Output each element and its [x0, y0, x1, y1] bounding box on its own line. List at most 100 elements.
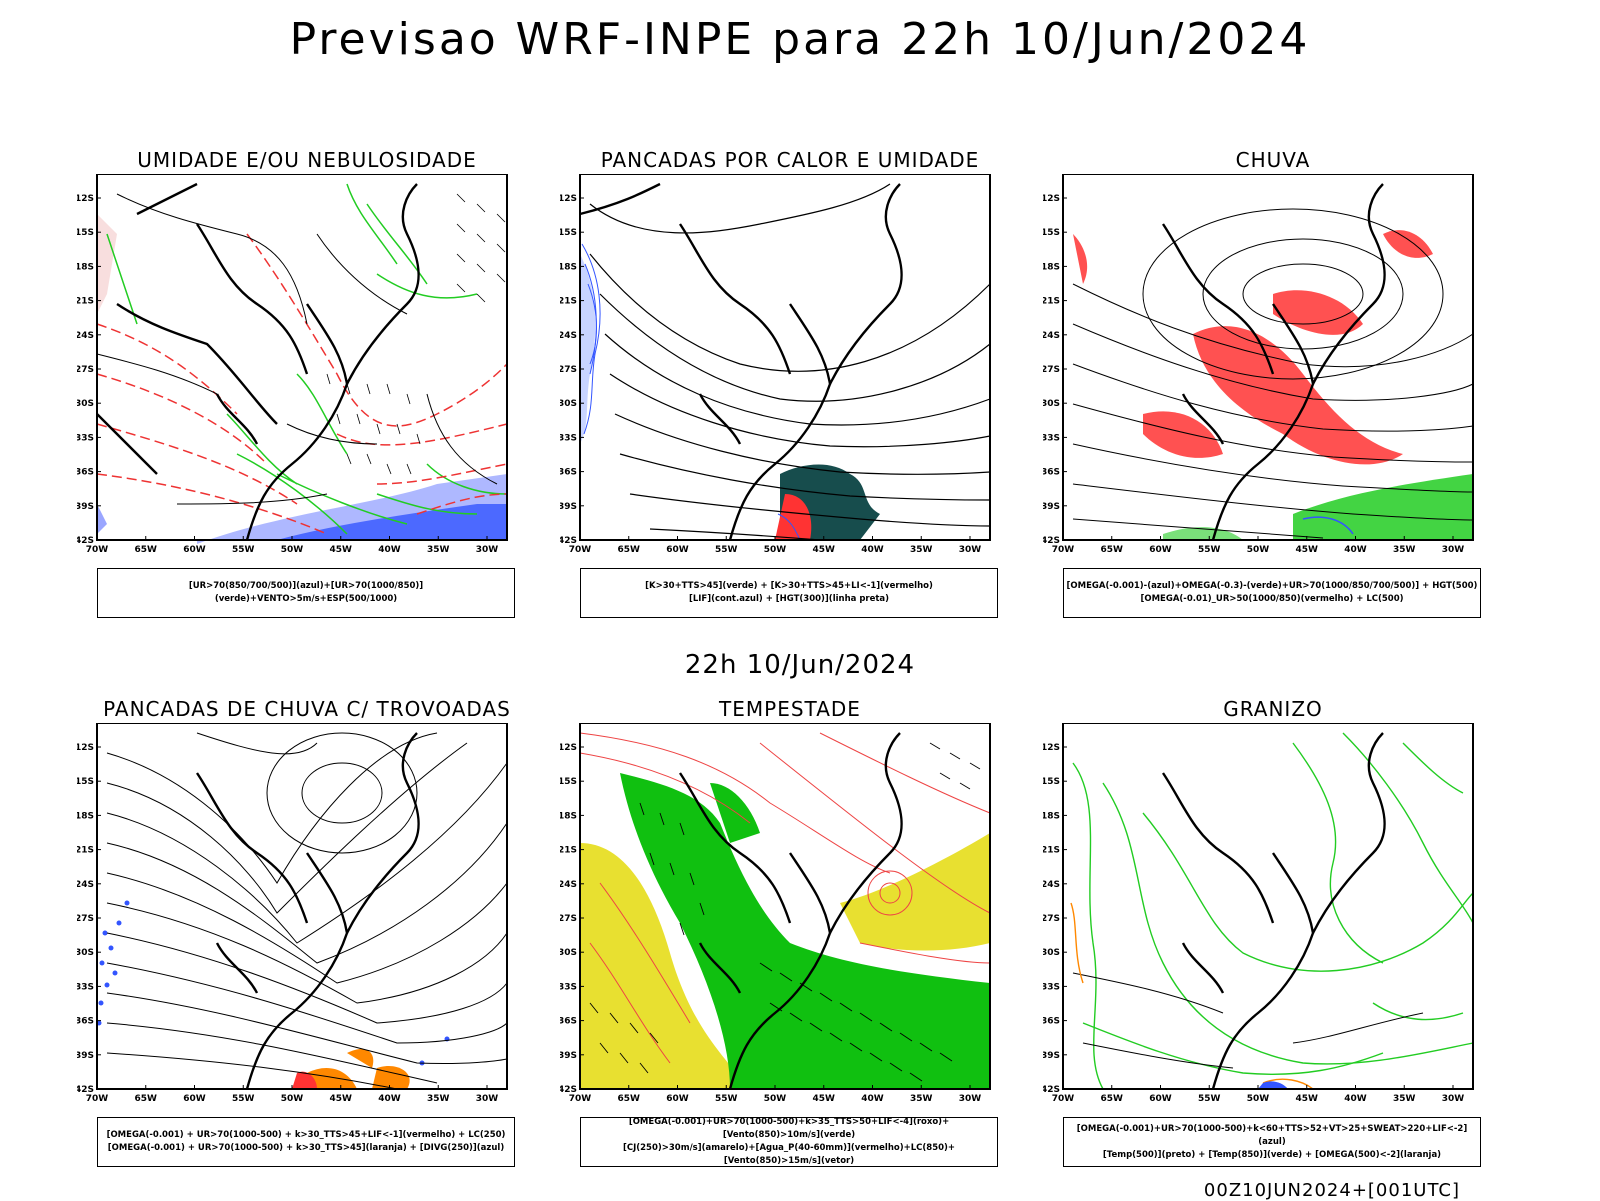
- lat-tick-label: 39S: [560, 1051, 577, 1061]
- legend-line: [CJ(250)>30m/s](amarelo)+[Agua_P(40-60mm…: [622, 1143, 956, 1166]
- lat-tick-label: 15S: [77, 777, 94, 787]
- lon-tick-label: 35W: [427, 1094, 450, 1104]
- lon-tick-label: 30W: [476, 545, 499, 555]
- lat-tick-label: 18S: [1043, 811, 1060, 821]
- panel-title: PANCADAS POR CALOR E UMIDADE: [600, 148, 980, 172]
- lat-labels: 12S 15S 18S 21S 24S 27S 30S 33S 36S 39S 42S: [1043, 194, 1067, 546]
- lat-labels: 12S 15S 18S 21S 24S 27S 30S 33S 36S 39S 42S: [1043, 743, 1067, 1095]
- legend-line: [OMEGA(-0.001)+UR>70(1000-500)+k>35_TTS>…: [628, 1117, 950, 1140]
- coastline: [196, 732, 420, 1090]
- lat-tick-label: 21S: [77, 297, 94, 307]
- map-frame: [96, 174, 508, 541]
- lon-tick-label: 50W: [764, 545, 787, 555]
- lat-tick-label: 42S: [560, 536, 577, 546]
- rain-fills: [1073, 230, 1433, 465]
- lat-tick-label: 33S: [77, 433, 94, 443]
- lat-tick-label: 42S: [77, 1085, 94, 1095]
- map-frame: [1062, 723, 1474, 1090]
- panel-legend: [OMEGA(-0.001)-(azul)+OMEGA(-0.3)-(verde…: [1063, 568, 1481, 618]
- panel-legend: [OMEGA(-0.001)+UR>70(1000-500)+k>35_TTS>…: [580, 1117, 998, 1167]
- lat-tick-label: 24S: [77, 331, 94, 341]
- lat-tick-label: 30S: [560, 399, 577, 409]
- lat-tick-label: 21S: [1043, 297, 1060, 307]
- jet-fills: [580, 833, 990, 1089]
- lon-tick-label: 35W: [910, 545, 933, 555]
- lon-tick-label: 30W: [1442, 545, 1465, 555]
- lon-tick-label: 30W: [1442, 1094, 1465, 1104]
- lat-tick-label: 15S: [1043, 228, 1060, 238]
- lat-labels: 12S 15S 18S 21S 24S 27S 30S 33S 36S 39S 42S: [77, 743, 101, 1095]
- lon-labels: 70W 65W 60W 55W 50W 45W 40W 35W 30W: [569, 1085, 982, 1104]
- lon-tick-label: 60W: [1149, 545, 1172, 555]
- lat-tick-label: 30S: [77, 399, 94, 409]
- lon-tick-label: 70W: [569, 1094, 592, 1104]
- lat-tick-label: 36S: [77, 1017, 94, 1027]
- lat-tick-label: 18S: [77, 262, 94, 272]
- middle-title: 22h 10/Jun/2024: [684, 650, 916, 680]
- lat-tick-label: 18S: [560, 811, 577, 821]
- lat-tick-label: 33S: [77, 982, 94, 992]
- lat-tick-label: 27S: [77, 914, 94, 924]
- lon-tick-label: 65W: [135, 545, 158, 555]
- lat-tick-label: 39S: [560, 502, 577, 512]
- lon-tick-label: 55W: [1198, 1094, 1221, 1104]
- map-pancadas-calor: 12S 15S 18S 21S 24S 27S 30S 33S 36S 39S 42S 70W 65W…: [560, 174, 991, 555]
- panel-legend: [OMEGA(-0.001) + UR>70(1000-500) + k>30_…: [97, 1117, 515, 1167]
- lon-tick-label: 60W: [1149, 1094, 1172, 1104]
- lat-tick-label: 33S: [1043, 433, 1060, 443]
- lat-tick-label: 42S: [560, 1085, 577, 1095]
- lon-tick-label: 50W: [1247, 545, 1270, 555]
- hgt500-contours: [1072, 208, 1474, 539]
- panel-granizo: GRANIZO 12S 15S 18S 21S 24S 2: [1043, 697, 1483, 1177]
- map-frame: [96, 723, 508, 1090]
- map-umidade: 12S 15S 18S 21S 24S 27S 30S 33S 36S 39S 42S 70W 65W…: [77, 174, 508, 555]
- map-tempestade: 12S 15S 18S 21S 24S 27S 30S 33S 36S 39S 42S 70W 65W…: [560, 723, 991, 1104]
- lat-tick-label: 36S: [560, 468, 577, 478]
- run-info: 00Z10JUN2024+[001UTC]: [1203, 1180, 1460, 1201]
- lon-tick-label: 40W: [378, 1094, 401, 1104]
- red-thickness: [96, 233, 508, 535]
- hgt300-contours: [589, 183, 991, 541]
- lat-tick-label: 18S: [77, 811, 94, 821]
- lat-tick-label: 39S: [1043, 502, 1060, 512]
- lon-tick-label: 65W: [618, 545, 641, 555]
- lon-tick-label: 60W: [183, 1094, 206, 1104]
- lon-tick-label: 35W: [1393, 545, 1416, 555]
- lat-tick-label: 21S: [560, 297, 577, 307]
- lon-tick-label: 35W: [427, 545, 450, 555]
- lon-tick-label: 40W: [378, 545, 401, 555]
- page-title: Previsao WRF-INPE para 22h 10/Jun/2024: [289, 14, 1311, 65]
- lon-tick-label: 55W: [232, 545, 255, 555]
- lon-labels: 70W 65W 60W 55W 50W 45W 40W 35W 30W: [1052, 1085, 1465, 1104]
- lon-tick-label: 40W: [1344, 1094, 1367, 1104]
- legend-line: [OMEGA(-0.001) + UR>70(1000-500) + k>30_…: [107, 1143, 505, 1153]
- panel-pancadas-calor: PANCADAS POR CALOR E UMIDADE: [560, 148, 1000, 628]
- lat-tick-label: 42S: [1043, 1085, 1060, 1095]
- lat-tick-label: 12S: [560, 194, 577, 204]
- lat-tick-label: 30S: [1043, 399, 1060, 409]
- lon-tick-label: 65W: [1101, 545, 1124, 555]
- lat-tick-label: 24S: [77, 880, 94, 890]
- coastline: [579, 182, 903, 541]
- lon-tick-label: 60W: [666, 1094, 689, 1104]
- lon-labels: 70W 65W 60W 55W 50W 45W 40W 35W 30W: [86, 536, 499, 555]
- lon-tick-label: 30W: [959, 1094, 982, 1104]
- panel-title: PANCADAS DE CHUVA C/ TROVOADAS: [103, 697, 511, 721]
- lat-tick-label: 33S: [560, 982, 577, 992]
- lon-labels: 70W 65W 60W 55W 50W 45W 40W 35W 30W: [569, 536, 981, 555]
- wind-vectors: [589, 742, 981, 1082]
- isobars: [96, 193, 498, 505]
- panel-legend: [K>30+TTS>45](verde) + [K>30+TTS>45+LI<-…: [580, 568, 998, 618]
- lon-tick-label: 70W: [1052, 1094, 1075, 1104]
- panel-title: TEMPESTADE: [719, 697, 861, 721]
- panel-legend: [UR>70(850/700/500)](azul)+[UR>70(1000/8…: [97, 568, 515, 618]
- lat-tick-label: 39S: [1043, 1051, 1060, 1061]
- temp500-contours: [1072, 972, 1424, 1069]
- panel-pancadas-trovoadas: PANCADAS DE CHUVA C/ TROVOADAS: [77, 697, 517, 1177]
- lon-tick-label: 65W: [618, 1094, 641, 1104]
- lon-tick-label: 70W: [569, 545, 592, 555]
- divg-fills: [96, 900, 450, 1066]
- legend-line: [OMEGA(-0.001)+UR>70(1000-500)+k<60+TTS>…: [1076, 1123, 1468, 1147]
- legend-line: [Temp(500)](preto) + [Temp(850)](verde) …: [1102, 1149, 1442, 1160]
- lon-tick-label: 45W: [330, 545, 353, 555]
